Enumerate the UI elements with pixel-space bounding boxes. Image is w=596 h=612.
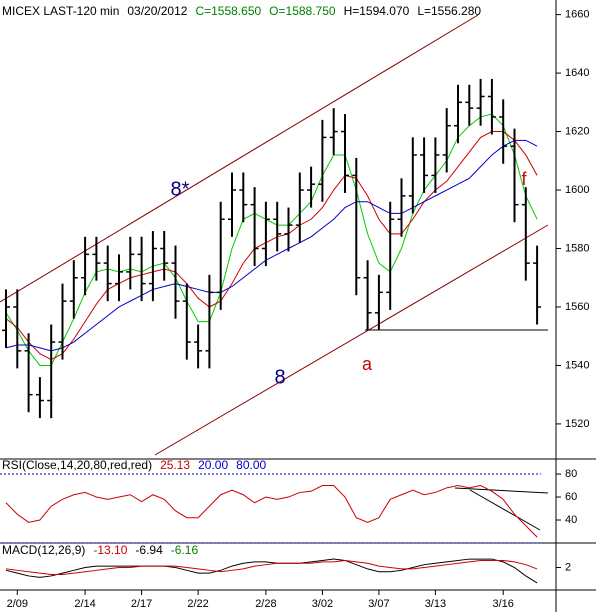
y-tick-label: 1520	[565, 418, 589, 430]
header-text: 20.00	[198, 458, 228, 472]
header-text: RSI(Close,14,20,80,red,red)	[2, 458, 152, 472]
header-text: 03/20/2012	[127, 4, 187, 18]
x-tick-label: 3/13	[425, 598, 446, 610]
y-tick-label: 1620	[565, 125, 589, 137]
annotation: f	[521, 169, 527, 189]
x-tick-label: 3/07	[368, 598, 389, 610]
header-text: MACD(12,26,9)	[2, 543, 85, 557]
rsi-trend-line	[469, 489, 541, 531]
annotation: 8	[274, 366, 285, 388]
series-line	[5, 559, 538, 576]
x-tick-label: 2/14	[74, 598, 95, 610]
x-tick-label: 2/09	[7, 598, 28, 610]
x-tick-label: 2/28	[255, 598, 276, 610]
header-text: -13.10	[93, 543, 127, 557]
header-text: C=1558.650	[195, 4, 261, 18]
header-text: -6.94	[135, 543, 163, 557]
header-text: L=1556.280	[417, 4, 481, 18]
channel-line	[154, 224, 549, 456]
y-tick-label: 1660	[565, 9, 589, 21]
channel-line	[0, 14, 479, 303]
y-tick-label: 80	[565, 468, 577, 480]
x-tick-label: 3/16	[492, 598, 513, 610]
y-tick-label: 2	[565, 561, 571, 573]
header-text: H=1594.070	[344, 4, 410, 18]
y-tick-label: 1640	[565, 67, 589, 79]
y-tick-label: 60	[565, 491, 577, 503]
x-tick-label: 2/22	[187, 598, 208, 610]
header-text: 25.13	[160, 458, 190, 472]
x-tick-label: 3/02	[312, 598, 333, 610]
header-text: MICEX LAST-120 min	[2, 4, 119, 18]
series-line	[5, 113, 538, 366]
y-tick-label: 1560	[565, 301, 589, 313]
series-line	[5, 558, 538, 584]
header-text: 80.00	[236, 458, 266, 472]
series-line	[5, 139, 538, 352]
y-tick-label: 1580	[565, 242, 589, 254]
rsi-trend-line	[454, 487, 549, 494]
annotation: 8*	[171, 178, 190, 200]
y-tick-label: 1600	[565, 184, 589, 196]
y-tick-label: 40	[565, 514, 577, 526]
header-text: -6.16	[171, 543, 199, 557]
y-tick-label: 1540	[565, 359, 589, 371]
header-text: O=1588.750	[269, 4, 336, 18]
series-line	[5, 485, 538, 538]
annotation: a	[362, 354, 373, 374]
x-tick-label: 2/17	[131, 598, 152, 610]
series-line	[5, 131, 538, 361]
